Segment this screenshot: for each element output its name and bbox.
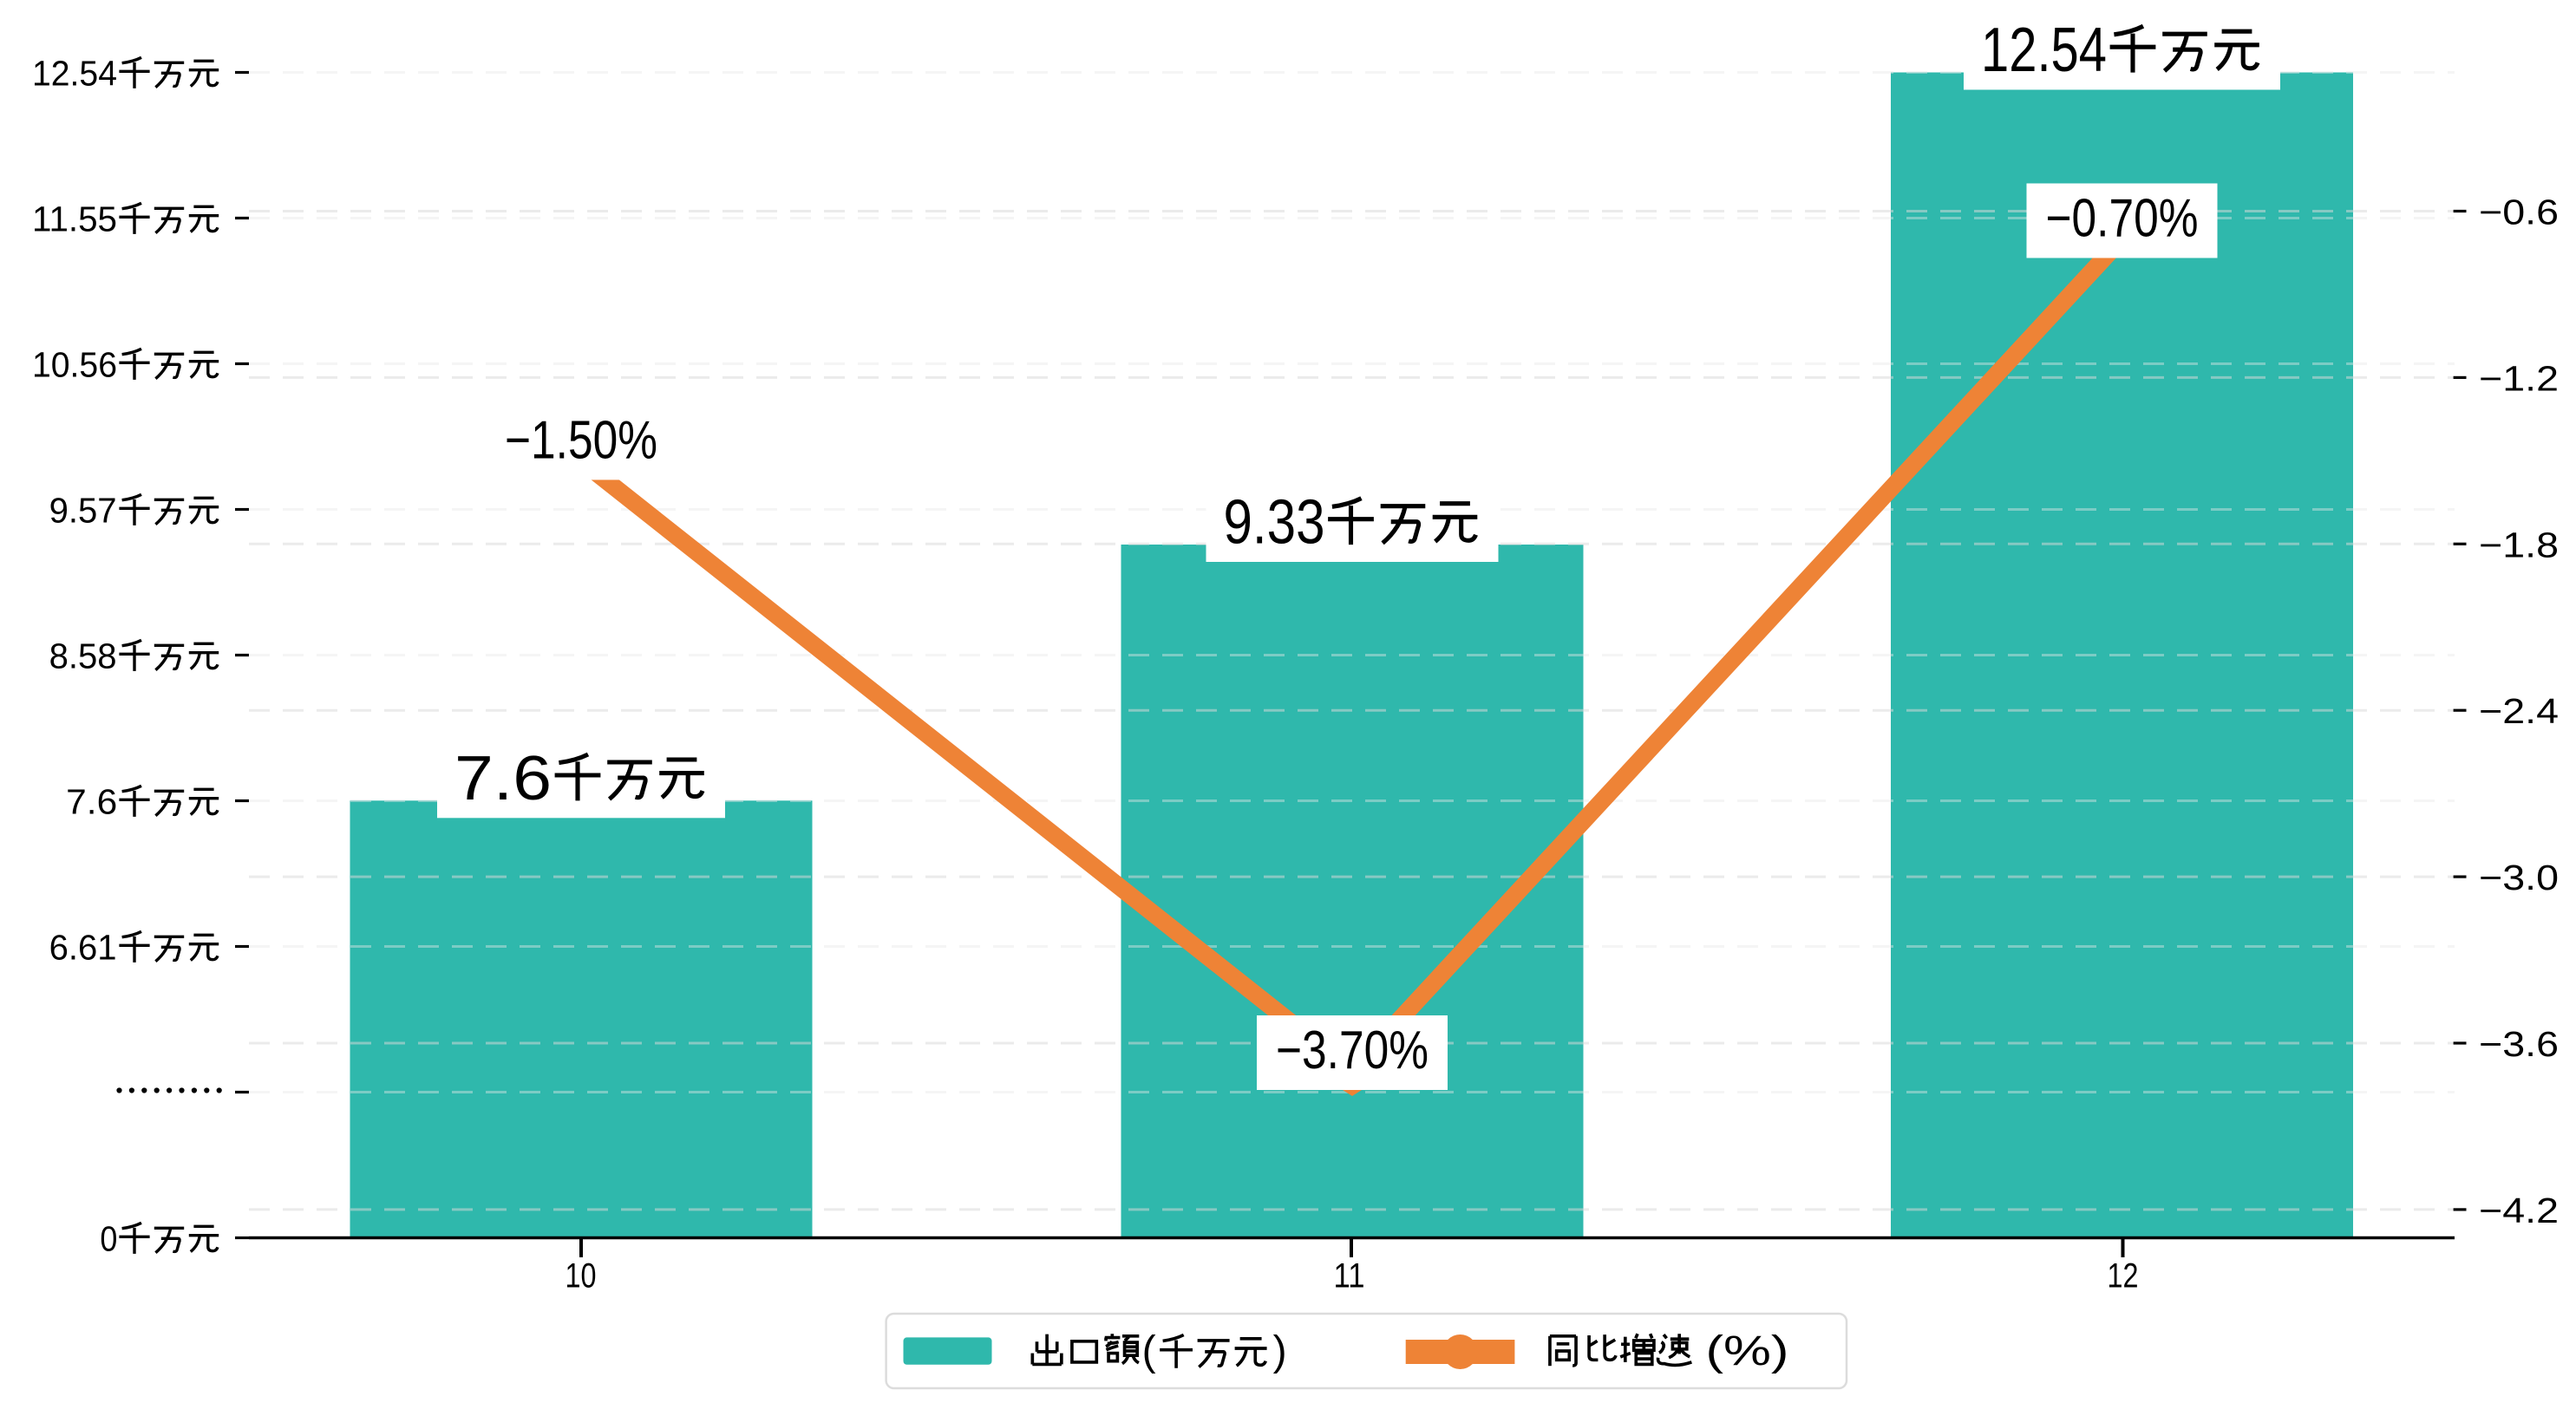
svg-text:−3.6: −3.6	[2479, 1024, 2559, 1064]
svg-text:(: (	[1142, 1328, 1156, 1374]
svg-text:−1.2: −1.2	[2479, 358, 2559, 398]
svg-text:7.6: 7.6	[66, 782, 117, 822]
svg-text:): )	[1273, 1328, 1287, 1374]
svg-text:11.55: 11.55	[32, 199, 117, 239]
svg-text:12.54: 12.54	[32, 54, 117, 94]
svg-text:7.6: 7.6	[454, 744, 552, 813]
svg-text:−1.8: −1.8	[2479, 525, 2559, 564]
svg-text:12: 12	[2108, 1257, 2139, 1295]
svg-text:0: 0	[100, 1219, 117, 1259]
svg-text:−2.4: −2.4	[2479, 691, 2559, 731]
svg-text:−0.70%: −0.70%	[2046, 189, 2199, 249]
svg-text:6.61: 6.61	[49, 928, 117, 968]
svg-text:−4.2: −4.2	[2479, 1191, 2559, 1230]
svg-text:8.58: 8.58	[49, 636, 117, 676]
svg-text:12.54: 12.54	[1981, 16, 2107, 85]
svg-text:−3.0: −3.0	[2479, 858, 2559, 897]
svg-text:−3.70%: −3.70%	[1276, 1021, 1429, 1080]
svg-text:10.56: 10.56	[32, 345, 117, 385]
svg-text:9.33: 9.33	[1224, 488, 1325, 558]
svg-text:9.57: 9.57	[49, 491, 117, 531]
svg-text:10: 10	[566, 1257, 597, 1295]
svg-text:−0.6: −0.6	[2479, 192, 2559, 232]
svg-text:(%): (%)	[1706, 1328, 1789, 1374]
svg-text:11: 11	[1334, 1257, 1365, 1295]
svg-text:−1.50%: −1.50%	[505, 410, 657, 470]
